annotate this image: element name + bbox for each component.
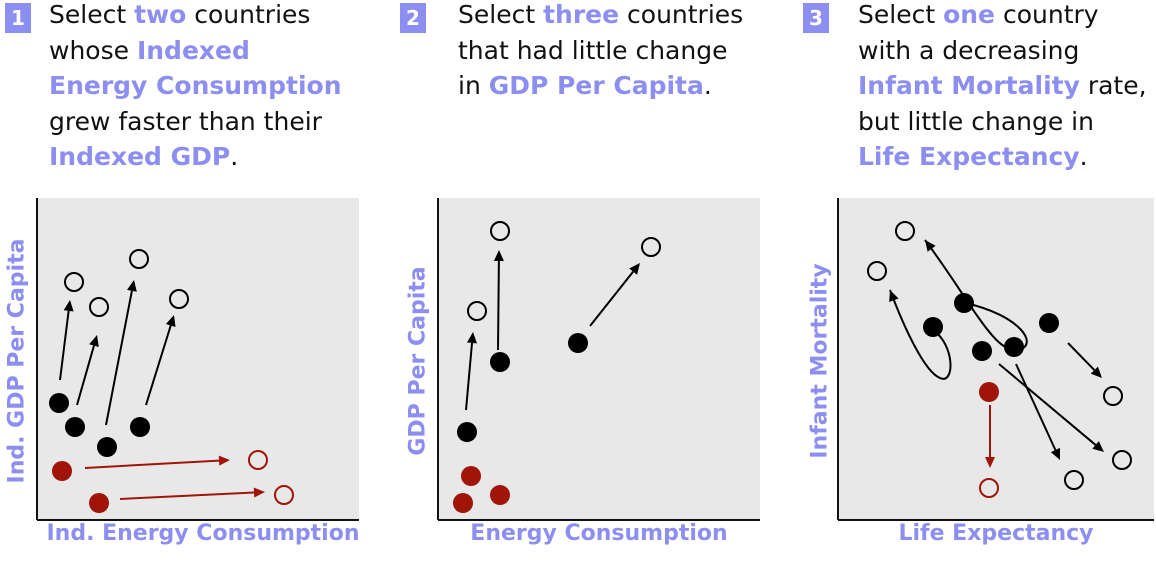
trajectory-arrow <box>76 345 95 406</box>
start-point <box>49 393 69 413</box>
prompt-text: with a decreasing <box>858 35 1080 65</box>
step-badge-3: 3 <box>803 3 829 33</box>
highlight-end-point <box>248 450 268 470</box>
prompt-line: Indexed GDP. <box>49 139 342 175</box>
prompt-text: countries <box>186 0 311 29</box>
highlight-start-point <box>52 461 72 481</box>
prompt-text: . <box>1079 142 1088 171</box>
highlight-term: Energy Consumption <box>49 71 342 100</box>
plot-1-background <box>37 198 359 520</box>
end-point <box>129 249 149 269</box>
prompt-line: Life Expectancy. <box>858 139 1147 175</box>
task-3-prompt: Select one country with a decreasing Infan… <box>858 0 1147 175</box>
trajectory-arrow <box>145 325 172 406</box>
plot-1-y-label: Ind. GDP Per Capita <box>4 238 30 484</box>
prompt-text: but little change in <box>858 106 1094 136</box>
prompt-line: Select one country <box>858 0 1147 33</box>
prompt-text: . <box>703 71 712 100</box>
prompt-text: that had little change <box>458 35 728 65</box>
highlight-term: Life Expectancy <box>858 142 1080 171</box>
highlight-term: one <box>943 0 996 29</box>
plot-2-x-label: Energy Consumption <box>470 521 728 546</box>
arrowhead <box>89 335 99 347</box>
prompt-line: Energy Consumption <box>49 68 342 104</box>
task-1-prompt: Select two countries whose Indexed Energy … <box>49 0 342 175</box>
trajectory-arrow <box>84 459 220 469</box>
highlight-term: Indexed GDP <box>49 142 231 171</box>
prompt-line: with a decreasing <box>858 33 1147 69</box>
trajectory-arrow <box>119 491 255 500</box>
plot-3-x-label: Life Expectancy <box>898 521 1094 546</box>
arrowhead <box>63 300 74 312</box>
prompt-text: countries <box>619 0 744 29</box>
prompt-line: Select three countries <box>458 0 743 33</box>
start-point <box>97 437 117 457</box>
start-point <box>65 417 85 437</box>
highlight-term: Infant Mortality <box>858 71 1080 100</box>
plot-2-y-label: GDP Per Capita <box>405 266 431 456</box>
highlight-start-point <box>89 493 109 513</box>
end-point <box>169 289 189 309</box>
prompt-text: . <box>230 142 239 171</box>
step-badge-2: 2 <box>400 3 426 33</box>
trajectory-arrow <box>59 310 70 381</box>
highlight-term: GDP Per Capita <box>488 71 704 100</box>
prompt-text: whose <box>49 35 137 65</box>
prompt-text: rate, <box>1079 71 1147 100</box>
prompt-line: Select two countries <box>49 0 342 33</box>
arrowhead <box>165 315 176 327</box>
prompt-text: grew faster than their <box>49 106 322 136</box>
prompt-line: that had little change <box>458 33 743 69</box>
end-point <box>89 297 109 317</box>
arrowhead <box>127 280 137 292</box>
prompt-text: country <box>995 0 1099 29</box>
trajectory-arrow <box>105 290 133 426</box>
highlight-term: three <box>543 0 620 29</box>
prompt-text: in <box>458 71 489 100</box>
arrowhead <box>253 487 265 498</box>
prompt-line: whose Indexed <box>49 33 342 69</box>
prompt-text: Select <box>458 0 544 29</box>
task-2-prompt: Select three countries that had little ch… <box>458 0 743 104</box>
highlight-term: Indexed <box>136 35 250 65</box>
step-badge-1: 1 <box>5 3 31 33</box>
prompt-text: Select <box>858 0 944 29</box>
prompt-line: Infant Mortality rate, <box>858 68 1147 104</box>
end-point <box>64 272 84 292</box>
highlight-term: two <box>134 0 187 29</box>
plot-3-y-label: Infant Mortality <box>807 263 833 459</box>
prompt-line: in GDP Per Capita. <box>458 68 743 104</box>
prompt-line: grew faster than their <box>49 104 342 140</box>
start-point <box>130 417 150 437</box>
prompt-text: Select <box>49 0 135 29</box>
plot-1-x-label: Ind. Energy Consumption <box>46 521 360 546</box>
prompt-line: but little change in <box>858 104 1147 140</box>
highlight-end-point <box>274 485 294 505</box>
arrowhead <box>218 455 230 466</box>
